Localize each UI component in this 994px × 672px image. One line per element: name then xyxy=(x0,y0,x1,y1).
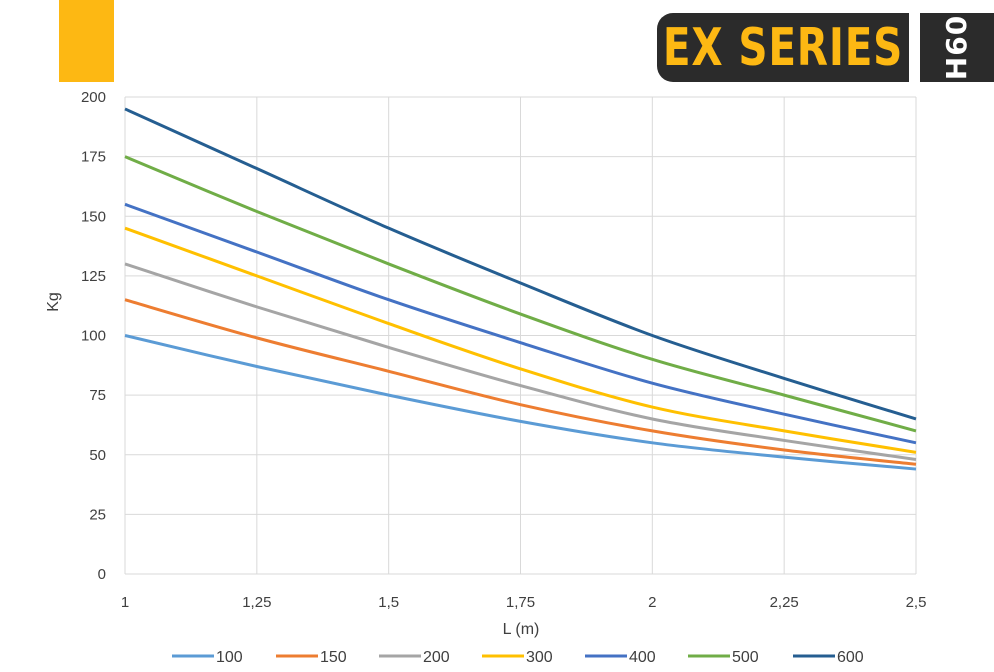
series-lines xyxy=(124,107,917,471)
x-tick-label: 2,25 xyxy=(770,594,799,611)
series-line-200 xyxy=(124,262,917,462)
legend-label: 300 xyxy=(526,649,553,666)
legend-label: 200 xyxy=(423,649,450,666)
y-tick-label: 25 xyxy=(89,506,106,523)
legend-label: 150 xyxy=(320,649,347,666)
y-tick-label: 200 xyxy=(81,89,106,106)
y-tick-label: 100 xyxy=(81,328,106,345)
brand-name: EX SERIES xyxy=(662,17,904,78)
x-axis-title: L (m) xyxy=(503,621,540,638)
legend-item-100: 100 xyxy=(172,649,243,666)
axes: 0 25 50 75 100 125 150 175 200 1 1,25 1,5 1,75 2 2,25 2… xyxy=(81,89,926,611)
series-line-400 xyxy=(124,202,917,445)
legend-item-600: 600 xyxy=(793,649,864,666)
x-tick-label: 1,5 xyxy=(378,594,399,611)
y-tick-label: 0 xyxy=(98,566,106,583)
x-tick-label: 1,75 xyxy=(506,594,535,611)
legend-item-400: 400 xyxy=(585,649,656,666)
y-tick-label: 175 xyxy=(81,149,106,166)
x-tick-label: 1,25 xyxy=(242,594,271,611)
legend-item-300: 300 xyxy=(482,649,553,666)
legend-item-500: 500 xyxy=(688,649,759,666)
x-tick-label: 2,5 xyxy=(906,594,927,611)
model-badge: H60 xyxy=(920,13,994,82)
brand-logo: EX SERIES xyxy=(657,13,909,82)
legend-label: 600 xyxy=(837,649,864,666)
y-tick-label: 150 xyxy=(81,208,106,225)
y-tick-label: 125 xyxy=(81,268,106,285)
series-line-300 xyxy=(124,226,917,454)
legend-label: 500 xyxy=(732,649,759,666)
x-tick-label: 1 xyxy=(121,594,129,611)
accent-block xyxy=(59,0,114,82)
y-tick-label: 50 xyxy=(89,447,106,464)
series-line-100 xyxy=(124,334,917,471)
grid xyxy=(124,96,917,575)
legend: 100 150 200 300 400 500 600 xyxy=(172,649,864,666)
y-tick-label: 75 xyxy=(89,387,106,404)
legend-label: 400 xyxy=(629,649,656,666)
legend-item-200: 200 xyxy=(379,649,450,666)
series-line-150 xyxy=(124,298,917,466)
legend-item-150: 150 xyxy=(276,649,347,666)
y-axis-title: Kg xyxy=(45,292,62,312)
legend-label: 100 xyxy=(216,649,243,666)
series-line-600 xyxy=(124,107,917,421)
series-line-500 xyxy=(124,155,917,433)
x-tick-label: 2 xyxy=(648,594,656,611)
